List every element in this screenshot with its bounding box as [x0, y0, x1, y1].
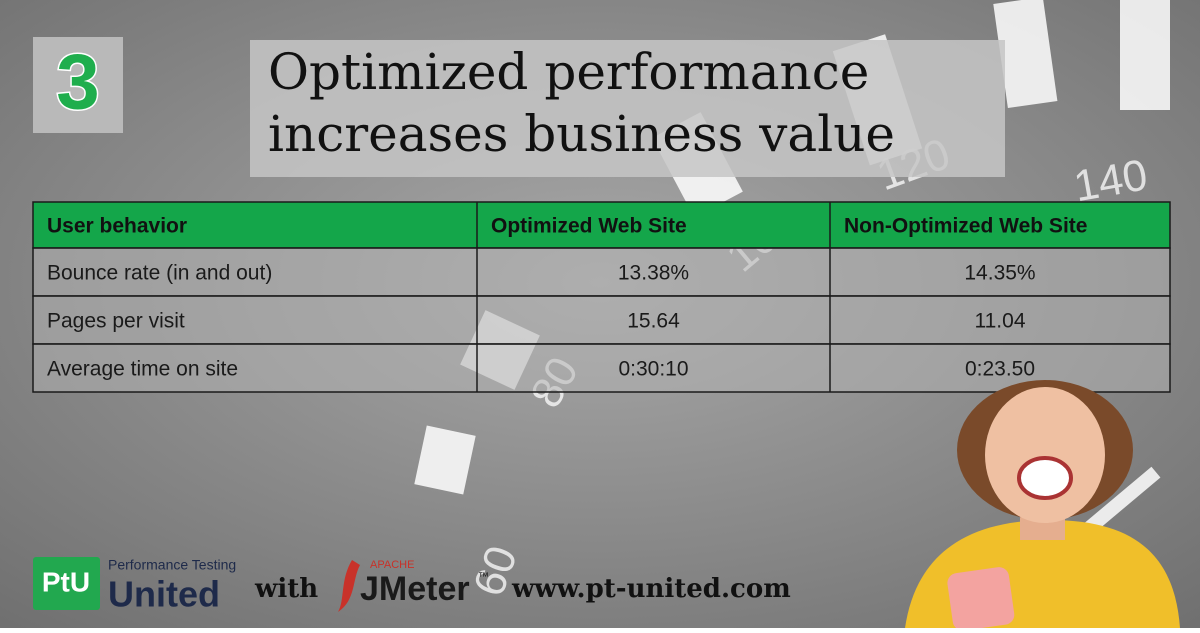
logo-line1: Performance Testing — [108, 557, 236, 573]
column-header: Optimized Web Site — [491, 215, 687, 238]
table-cell: Average time on site — [47, 358, 238, 381]
logo-mark: PtU — [42, 566, 90, 597]
url: www.pt-united.com — [511, 574, 791, 604]
title-line: increases business value — [268, 105, 895, 163]
table-cell: 0:30:10 — [618, 358, 688, 381]
title-box — [250, 40, 1005, 177]
table-row-bg — [32, 295, 1171, 345]
gauge-tick — [993, 0, 1058, 108]
table-cell: Bounce rate (in and out) — [47, 262, 272, 285]
gauge-tick — [414, 425, 476, 495]
jmeter-tm: ™ — [478, 571, 489, 583]
table-cell: 0:23.50 — [965, 358, 1035, 381]
jmeter-feather — [338, 560, 360, 612]
table-cell: 14.35% — [964, 262, 1035, 285]
mouth — [1017, 456, 1073, 500]
face — [985, 387, 1105, 523]
table: User behavior Optimized Web Site Non-Optim… — [32, 201, 1171, 393]
table-cell: Pages per visit — [47, 310, 185, 333]
logo-line2: United — [108, 574, 220, 615]
column-header: User behavior — [47, 215, 187, 238]
table-row-bg — [32, 343, 1171, 393]
table-row-bg — [32, 247, 1171, 297]
table-cell: 11.04 — [975, 310, 1026, 333]
title-line: Optimized performance — [268, 43, 869, 101]
gauge-tick — [1120, 0, 1170, 110]
table-cell: 15.64 — [627, 310, 680, 333]
phone — [947, 567, 1015, 631]
badge-number: 3 — [56, 38, 99, 126]
table-header-bg — [32, 201, 1171, 249]
badge-box — [33, 37, 123, 133]
jmeter-name: JMeter — [360, 570, 470, 608]
jmeter-apache: APACHE — [370, 559, 414, 571]
person-illustration — [905, 380, 1180, 631]
logo-mark-box — [33, 557, 100, 610]
with-text: with — [254, 574, 318, 604]
table-cell: 13.38% — [618, 262, 689, 285]
column-header: Non-Optimized Web Site — [844, 215, 1087, 238]
